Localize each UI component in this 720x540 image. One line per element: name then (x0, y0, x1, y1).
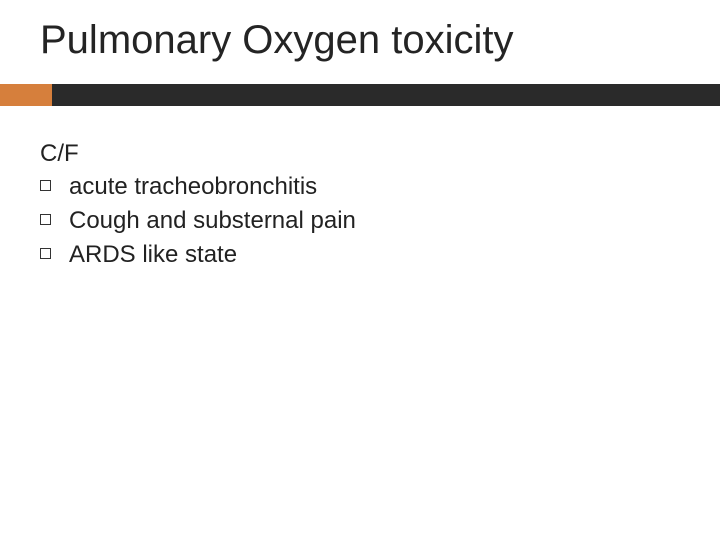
list-item: acute tracheobronchitis (40, 170, 356, 204)
slide-title: Pulmonary Oxygen toxicity (40, 18, 514, 63)
subheading: C/F (40, 140, 79, 168)
accent-segment (0, 84, 52, 106)
square-bullet-icon (40, 180, 51, 191)
list-item-text: ARDS like state (69, 238, 237, 272)
square-bullet-icon (40, 248, 51, 259)
list-item-text: acute tracheobronchitis (69, 170, 317, 204)
square-bullet-icon (40, 214, 51, 225)
list-item: Cough and substernal pain (40, 204, 356, 238)
divider-bar (0, 84, 720, 106)
slide: Pulmonary Oxygen toxicity C/F acute trac… (0, 0, 720, 540)
list-item-text: Cough and substernal pain (69, 204, 356, 238)
bullet-list: acute tracheobronchitis Cough and subste… (40, 170, 356, 272)
list-item: ARDS like state (40, 238, 356, 272)
bar-segment (52, 84, 720, 106)
